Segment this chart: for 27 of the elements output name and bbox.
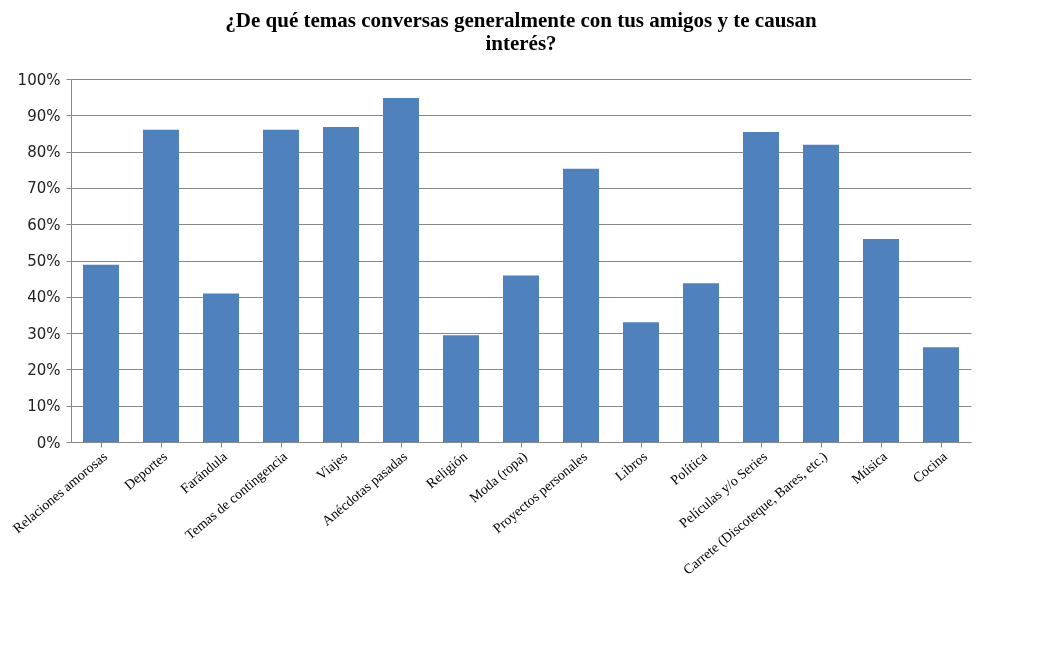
chart-title: ¿De qué temas conversas generalmente con tus amigos y te causan interés? <box>225 8 818 55</box>
bar <box>743 132 779 442</box>
bar <box>503 275 539 442</box>
bar <box>443 335 479 442</box>
y-tick-label: 0% <box>36 433 61 452</box>
y-tick-label: 80% <box>27 143 61 162</box>
y-tick-label: 60% <box>27 215 61 234</box>
bar <box>383 97 419 442</box>
y-tick-label: 70% <box>27 179 61 198</box>
y-tick-label: 100% <box>17 70 61 89</box>
bar <box>683 283 719 442</box>
bar <box>83 264 119 442</box>
bar <box>563 168 599 442</box>
bar <box>803 144 839 442</box>
y-tick-label: 90% <box>27 106 61 125</box>
bar <box>323 126 359 442</box>
y-tick-label: 20% <box>27 360 61 379</box>
bar <box>623 322 659 442</box>
y-tick-label: 50% <box>27 252 61 270</box>
bar <box>923 347 959 442</box>
bar <box>263 129 299 442</box>
bar <box>203 293 239 442</box>
y-tick-label: 40% <box>27 288 61 307</box>
y-tick-label: 10% <box>27 397 61 416</box>
y-tick-label: 30% <box>27 324 61 343</box>
bar <box>863 239 899 442</box>
bar <box>143 129 179 442</box>
